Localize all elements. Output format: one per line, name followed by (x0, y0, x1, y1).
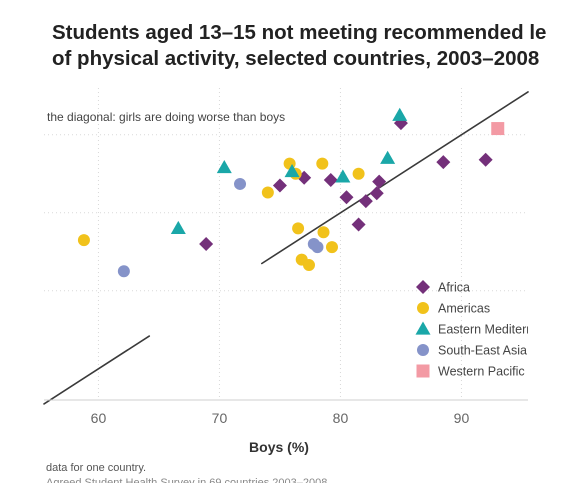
point-americas (325, 241, 338, 254)
point-americas (316, 157, 329, 170)
point-eastern-mediterranean (216, 160, 232, 174)
chart-title-line-1: Students aged 13–15 not meeting recommen… (52, 21, 547, 44)
x-tick-labels: 60 70 80 90 (91, 410, 470, 426)
point-eastern-mediterranean (392, 107, 408, 121)
point-eastern-mediterranean (170, 220, 186, 235)
point-eastern-mediterranean (284, 163, 300, 178)
diagonal-line-left (43, 335, 151, 405)
legend-marker-western-pacific (416, 364, 430, 378)
x-tick-label: 60 (91, 410, 107, 426)
chart-title-line-2: of physical activity, selected countries… (52, 47, 540, 70)
legend-label-western-pacific: Western Pacific (438, 365, 525, 379)
point-eastern-mediterranean (380, 150, 396, 164)
point-africa (369, 186, 384, 201)
point-americas (352, 167, 365, 180)
legend-marker-africa (416, 280, 430, 294)
point-africa (272, 178, 287, 193)
point-africa (351, 217, 366, 232)
point-americas (77, 234, 90, 247)
diagonal-line-right (260, 91, 529, 265)
legend-label-africa: Africa (438, 281, 470, 295)
point-western-pacific (491, 122, 505, 136)
point-americas (302, 259, 315, 272)
point-africa (199, 237, 214, 251)
legend-label-eastern-mediterranean: Eastern Mediterranean (438, 323, 565, 337)
data-points (77, 107, 505, 278)
point-africa (478, 152, 493, 167)
point-africa (372, 174, 387, 189)
legend-label-south-east-asia: South-East Asia (438, 344, 527, 358)
point-americas (317, 226, 330, 239)
legend-marker-americas (417, 302, 429, 314)
point-americas (292, 222, 305, 235)
legend: Africa Americas Eastern Mediterranean South… (415, 280, 565, 379)
point-africa (339, 190, 354, 205)
point-eastern-mediterranean (335, 169, 351, 183)
x-tick-label: 80 (333, 410, 349, 426)
point-south-east-asia (311, 241, 324, 254)
diagonal-lines (43, 91, 529, 405)
legend-label-americas: Americas (438, 302, 490, 316)
grid-lines (44, 88, 528, 400)
x-tick-label: 70 (212, 410, 228, 426)
legend-marker-eastern-mediterranean (415, 321, 431, 335)
point-africa (323, 173, 338, 188)
footnote: data for one country. (46, 462, 147, 474)
source-note: Agreed Student Health Survey in 69 count… (46, 477, 328, 483)
point-south-east-asia (117, 265, 130, 278)
point-americas (261, 186, 274, 199)
x-tick-label: 90 (454, 410, 470, 426)
diagonal-annotation: the diagonal: girls are doing worse than… (47, 110, 285, 124)
point-south-east-asia (234, 177, 247, 190)
legend-marker-south-east-asia (417, 344, 429, 356)
chart-title: Students aged 13–15 not meeting recommen… (52, 20, 573, 72)
x-axis-label: Boys (%) (249, 439, 309, 455)
point-africa (436, 155, 451, 170)
point-africa (358, 194, 373, 209)
